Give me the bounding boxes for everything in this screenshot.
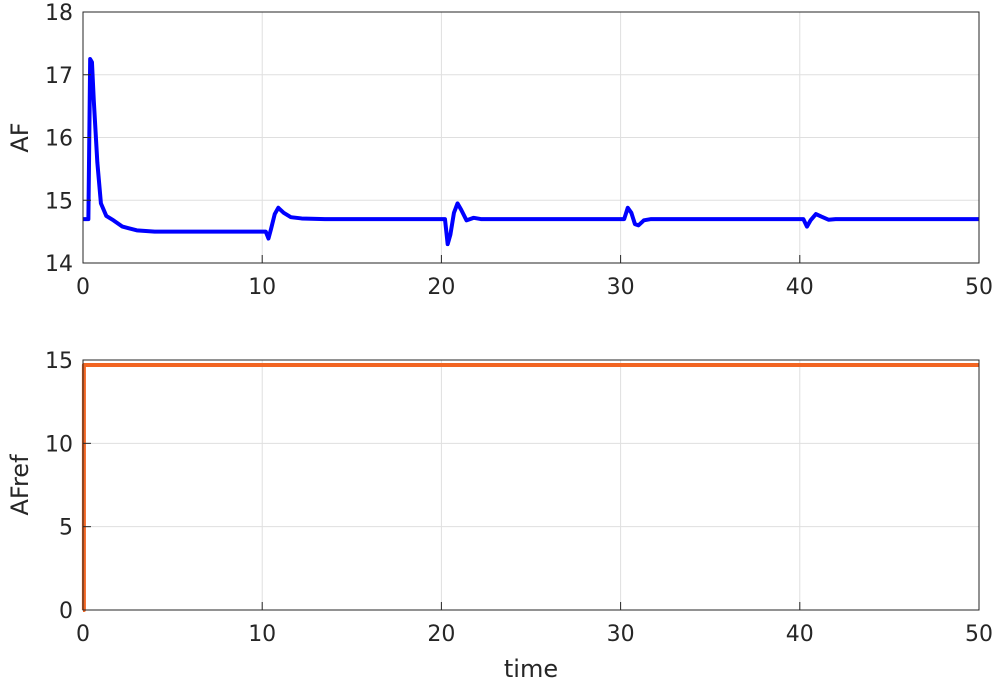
x-tick-label: 30 <box>607 622 635 647</box>
x-tick-label: 0 <box>76 622 90 647</box>
y-axis-label: AF <box>6 122 34 152</box>
plot-area <box>83 360 979 610</box>
top-subplot-af: 0 10 20 30 40 50 14 15 16 17 18 AF <box>6 1 993 300</box>
x-tick-label: 50 <box>965 275 993 300</box>
x-tick-label: 40 <box>786 275 814 300</box>
y-tick-label: 0 <box>59 599 73 624</box>
x-tick-label: 20 <box>427 275 455 300</box>
y-tick-label: 17 <box>45 64 73 89</box>
x-tick-label: 20 <box>427 622 455 647</box>
x-axis-label: time <box>504 655 558 683</box>
x-tick-label: 30 <box>607 275 635 300</box>
x-tick-label: 40 <box>786 622 814 647</box>
y-tick-label: 10 <box>45 432 73 457</box>
x-tick-label: 50 <box>965 622 993 647</box>
x-tick-label: 10 <box>248 275 276 300</box>
x-tick-label: 0 <box>76 275 90 300</box>
x-tick-label: 10 <box>248 622 276 647</box>
axes-frame <box>82 359 980 611</box>
y-tick-label: 5 <box>59 516 73 541</box>
y-tick-label: 15 <box>45 349 73 374</box>
y-tick-label: 15 <box>45 189 73 214</box>
y-axis-label: AFref <box>6 454 34 516</box>
y-tick-label: 18 <box>45 1 73 26</box>
bottom-subplot-afref: 0 10 20 30 40 50 0 5 10 15 AFref time <box>6 349 993 683</box>
y-tick-label: 16 <box>45 127 73 152</box>
series-line <box>83 57 979 247</box>
y-tick-label: 14 <box>45 252 73 277</box>
